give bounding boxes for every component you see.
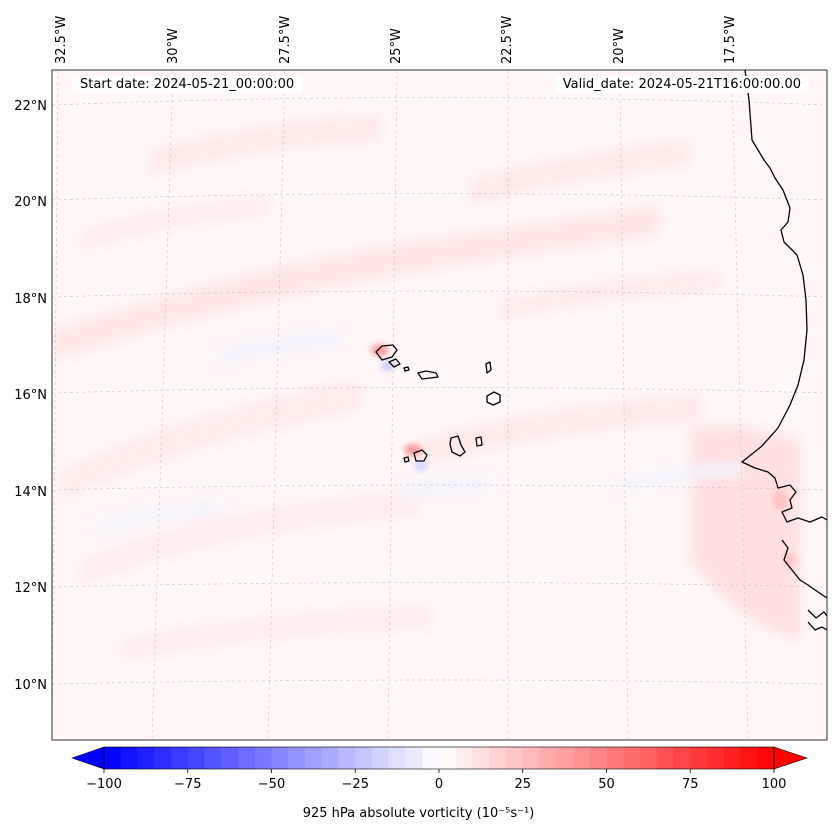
colorbar-segment xyxy=(690,747,708,769)
lon-label: 20°W xyxy=(612,28,627,64)
colorbar-segment xyxy=(439,747,457,769)
colorbar-segment xyxy=(187,747,205,769)
colorbar-segment xyxy=(656,747,674,769)
colorbar-tick-label: 75 xyxy=(682,777,699,792)
colorbar-label: 925 hPa absolute vorticity (10⁻⁵s⁻¹) xyxy=(302,806,535,821)
latitude-labels: 22°N 20°N 18°N 16°N 14°N 12°N 10°N xyxy=(14,99,47,693)
colorbar-segment xyxy=(640,747,658,769)
colorbar-segment xyxy=(723,747,741,769)
colorbar-segment xyxy=(171,747,189,769)
colorbar-segment xyxy=(606,747,624,769)
colorbar-segments xyxy=(104,747,775,769)
colorbar-segment xyxy=(472,747,490,769)
colorbar-segment xyxy=(388,747,406,769)
colorbar-segment xyxy=(204,747,222,769)
colorbar-tick-label: 100 xyxy=(762,777,787,792)
colorbar-segment xyxy=(288,747,306,769)
coastlines xyxy=(375,70,827,631)
colorbar-segment xyxy=(522,747,540,769)
lat-label: 20°N xyxy=(14,195,47,210)
colorbar-segment xyxy=(271,747,289,769)
colorbar-segment xyxy=(372,747,390,769)
colorbar: −100 −75 −50 −25 0 25 50 75 100 xyxy=(71,746,808,792)
lat-label: 16°N xyxy=(14,388,47,403)
island-maio xyxy=(475,436,483,447)
island-fogo xyxy=(413,449,428,462)
colorbar-segment xyxy=(120,747,138,769)
lon-label: 27.5°W xyxy=(278,16,293,64)
lon-label: 32.5°W xyxy=(54,16,69,64)
lat-label: 12°N xyxy=(14,581,47,596)
colorbar-segment xyxy=(455,747,473,769)
colorbar-segment xyxy=(355,747,373,769)
colorbar-tick-label: −75 xyxy=(174,777,201,792)
colorbar-segment xyxy=(137,747,155,769)
colorbar-segment xyxy=(673,747,691,769)
colorbar-segment xyxy=(623,747,641,769)
colorbar-segment xyxy=(556,747,574,769)
colorbar-segment xyxy=(104,747,122,769)
island-sao-vicente xyxy=(388,358,401,368)
gridlines xyxy=(52,70,827,740)
colorbar-ticks: −100 −75 −50 −25 0 25 50 75 100 xyxy=(86,769,786,792)
lon-label: 30°W xyxy=(166,28,181,64)
colorbar-segment xyxy=(740,747,758,769)
longitude-labels: 32.5°W 30°W 27.5°W 25°W 22.5°W 20°W 17.5… xyxy=(54,16,738,64)
colorbar-segment xyxy=(221,747,239,769)
island-sao-nicolau xyxy=(417,370,439,380)
lon-label: 17.5°W xyxy=(723,16,738,64)
colorbar-tick-label: −25 xyxy=(342,777,369,792)
colorbar-segment xyxy=(506,747,524,769)
island-sal xyxy=(485,361,492,374)
island-brava xyxy=(403,456,410,463)
lat-label: 10°N xyxy=(14,678,47,693)
map-frame xyxy=(51,69,828,741)
colorbar-segment xyxy=(238,747,256,769)
colorbar-segment xyxy=(305,747,323,769)
lat-label: 18°N xyxy=(14,292,47,307)
lon-label: 22.5°W xyxy=(500,16,515,64)
colorbar-segment xyxy=(321,747,339,769)
lat-label: 22°N xyxy=(14,99,47,114)
colorbar-segment xyxy=(338,747,356,769)
colorbar-segment xyxy=(707,747,725,769)
vorticity-field xyxy=(52,115,800,662)
map-panel xyxy=(52,70,827,740)
colorbar-segment xyxy=(254,747,272,769)
colorbar-tick-label: −50 xyxy=(258,777,285,792)
island-santo-antao xyxy=(375,344,398,361)
colorbar-segment xyxy=(422,747,440,769)
colorbar-tick-label: −100 xyxy=(86,777,122,792)
island-santa-luzia xyxy=(403,366,410,372)
valid-date-label: Valid_date: 2024-05-21T16:00:00.00 xyxy=(554,76,809,93)
island-santiago xyxy=(449,435,466,457)
colorbar-segment xyxy=(489,747,507,769)
lon-label: 25°W xyxy=(389,28,404,64)
africa-coastline xyxy=(741,70,827,631)
colorbar-tick-label: 25 xyxy=(514,777,531,792)
colorbar-min-extension xyxy=(71,746,105,770)
colorbar-tick-label: 0 xyxy=(435,777,443,792)
colorbar-segment xyxy=(539,747,557,769)
island-boa-vista xyxy=(486,391,501,406)
colorbar-max-extension xyxy=(773,746,808,770)
colorbar-segment xyxy=(573,747,591,769)
start-date-label: Start date: 2024-05-21_00:00:00 xyxy=(72,76,303,93)
colorbar-segment xyxy=(154,747,172,769)
lat-label: 14°N xyxy=(14,485,47,500)
colorbar-segment xyxy=(757,747,775,769)
colorbar-segment xyxy=(589,747,607,769)
colorbar-segment xyxy=(405,747,423,769)
colorbar-tick-label: 50 xyxy=(598,777,615,792)
